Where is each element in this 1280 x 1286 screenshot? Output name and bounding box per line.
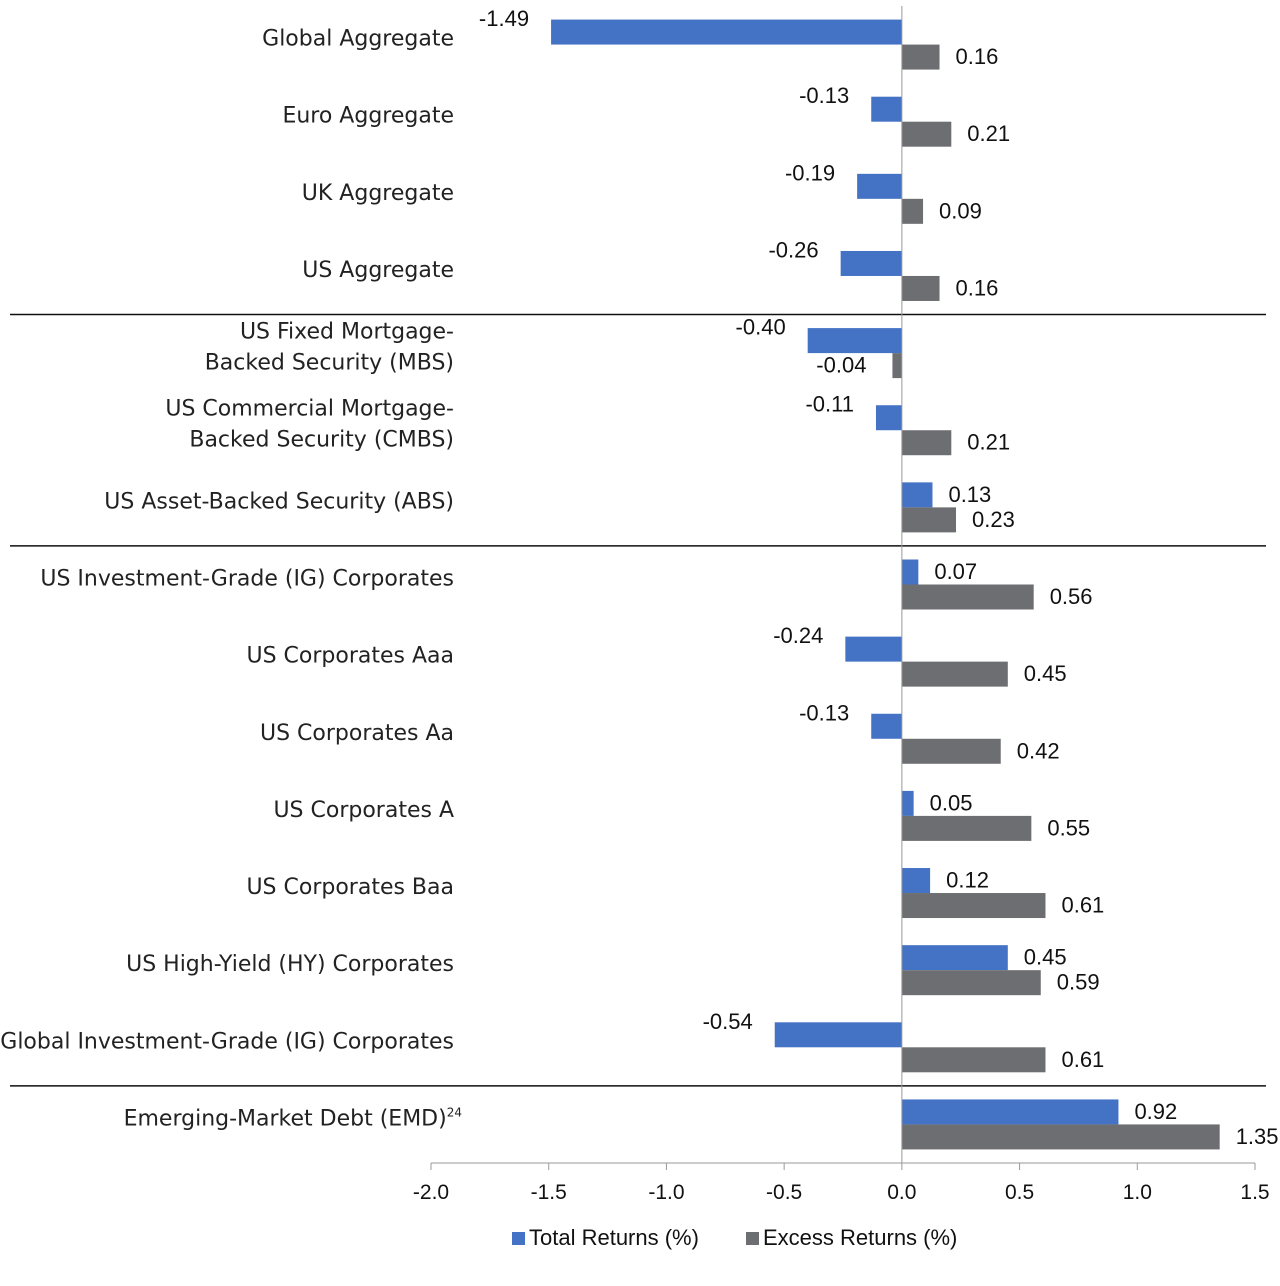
total-return-value-label: -0.13	[799, 83, 849, 108]
total-return-bar	[901, 868, 931, 894]
excess-return-value-label: 0.56	[1050, 584, 1093, 609]
excess-return-bar	[901, 1047, 1046, 1073]
category-label: Euro Aggregate	[282, 104, 454, 129]
total-return-value-label: 0.12	[946, 868, 989, 893]
excess-return-bar	[901, 1124, 1220, 1150]
group-separators	[10, 313, 1266, 1087]
total-return-value-label: -0.26	[768, 237, 818, 262]
footnote-superscript: 24	[447, 1105, 462, 1119]
excess-return-bar	[901, 661, 1008, 687]
excess-return-bar	[901, 430, 952, 456]
total-return-bar	[901, 945, 1008, 971]
excess-return-bar	[901, 275, 940, 301]
total-return-bar	[845, 636, 902, 662]
total-return-value-label: -0.11	[805, 392, 854, 417]
total-return-bar	[901, 482, 933, 508]
total-return-bar	[871, 713, 902, 739]
total-return-bar	[901, 1099, 1119, 1125]
excess-return-value-label: 0.45	[1024, 661, 1067, 686]
total-return-bar	[840, 250, 902, 276]
category-label: US Asset-Backed Security (ABS)	[104, 489, 454, 514]
excess-return-value-label: -0.04	[816, 353, 866, 378]
excess-return-bar	[901, 584, 1034, 610]
excess-return-bar	[901, 893, 1046, 919]
total-return-bar	[901, 790, 914, 816]
category-label: Backed Security (CMBS)	[189, 428, 454, 453]
x-tick-label: 0.5	[1005, 1181, 1034, 1204]
category-label: US High-Yield (HY) Corporates	[126, 952, 454, 977]
excess-return-bar	[901, 970, 1041, 996]
category-label: US Corporates A	[273, 798, 454, 823]
value-labels: -1.49 0.16 -0.13 0.21 -0.19 0.09 -0.26 0.16 -0.4…	[479, 6, 1279, 1149]
category-label: US Investment-Grade (IG) Corporates	[40, 567, 454, 592]
category-label: Global Aggregate	[262, 27, 454, 52]
total-return-value-label: -0.19	[785, 160, 835, 185]
category-labels: Global Aggregate Euro Aggregate UK Aggrega…	[0, 27, 462, 1132]
total-return-value-label: -0.13	[799, 700, 849, 725]
excess-return-bar	[901, 198, 924, 224]
legend: Total Returns (%) Excess Returns (%)	[512, 1225, 957, 1250]
category-label: Global Investment-Grade (IG) Corporates	[0, 1029, 454, 1054]
excess-return-bar	[901, 815, 1032, 841]
excess-return-bar	[901, 507, 957, 533]
total-return-value-label: 0.13	[948, 482, 991, 507]
total-return-bar	[774, 1022, 902, 1048]
excess-return-bar	[901, 738, 1001, 764]
category-label: US Corporates Aaa	[246, 644, 454, 669]
excess-return-bar	[901, 121, 952, 147]
total-return-value-label: 0.45	[1024, 945, 1067, 970]
excess-return-value-label: 0.23	[972, 507, 1015, 532]
excess-return-value-label: 0.61	[1061, 893, 1104, 918]
x-tick-label: 1.0	[1123, 1181, 1152, 1204]
total-return-bar	[857, 173, 902, 199]
category-label: US Aggregate	[302, 258, 454, 283]
excess-return-value-label: 0.21	[967, 121, 1010, 146]
total-return-bar	[901, 559, 919, 585]
total-return-value-label: -0.24	[773, 623, 823, 648]
excess-return-value-label: 0.09	[939, 198, 982, 223]
total-return-bar	[875, 405, 902, 431]
excess-return-value-label: 0.55	[1047, 815, 1090, 840]
x-tick-label: -0.5	[766, 1181, 802, 1204]
excess-return-value-label: 0.16	[956, 44, 999, 69]
excess-return-value-label: 0.16	[956, 275, 999, 300]
total-return-bar	[871, 96, 902, 122]
category-label: US Fixed Mortgage-	[240, 320, 454, 345]
total-return-value-label: -1.49	[479, 6, 529, 31]
total-return-value-label: -0.40	[736, 315, 786, 340]
category-label: US Commercial Mortgage-	[165, 397, 454, 422]
excess-return-value-label: 0.59	[1057, 970, 1100, 995]
total-return-bar	[807, 328, 902, 354]
axes: -2.0 -1.5 -1.0 -0.5 0.0 0.5 1.0 1.5	[413, 6, 1270, 1204]
x-tick-label: -1.0	[648, 1181, 684, 1204]
category-label: UK Aggregate	[302, 181, 454, 206]
legend-excess-returns-label: Excess Returns (%)	[763, 1225, 957, 1250]
x-tick-label: 0.0	[887, 1181, 916, 1204]
category-label: Emerging-Market Debt (EMD)24	[124, 1105, 462, 1131]
excess-return-value-label: 0.21	[967, 430, 1010, 455]
excess-return-value-label: 0.61	[1061, 1047, 1104, 1072]
x-tick-label: 1.5	[1240, 1181, 1269, 1204]
category-label: Backed Security (MBS)	[205, 351, 454, 376]
excess-return-bar	[892, 353, 902, 379]
x-tick-label: -1.5	[531, 1181, 567, 1204]
total-return-value-label: 0.05	[930, 790, 973, 815]
excess-return-bar	[901, 44, 940, 70]
legend-excess-returns-swatch	[746, 1232, 759, 1245]
total-return-bar	[551, 19, 902, 45]
total-return-value-label: 0.07	[934, 559, 977, 584]
category-label: US Corporates Baa	[246, 875, 454, 900]
bars	[551, 19, 1220, 1150]
category-label: US Corporates Aa	[260, 721, 454, 746]
x-tick-label: -2.0	[413, 1181, 449, 1204]
total-return-value-label: 0.92	[1134, 1099, 1177, 1124]
excess-return-value-label: 1.35	[1236, 1124, 1279, 1149]
total-return-value-label: -0.54	[703, 1009, 753, 1034]
legend-total-returns-label: Total Returns (%)	[529, 1225, 699, 1250]
legend-total-returns-swatch	[512, 1232, 525, 1245]
excess-return-value-label: 0.42	[1017, 738, 1060, 763]
